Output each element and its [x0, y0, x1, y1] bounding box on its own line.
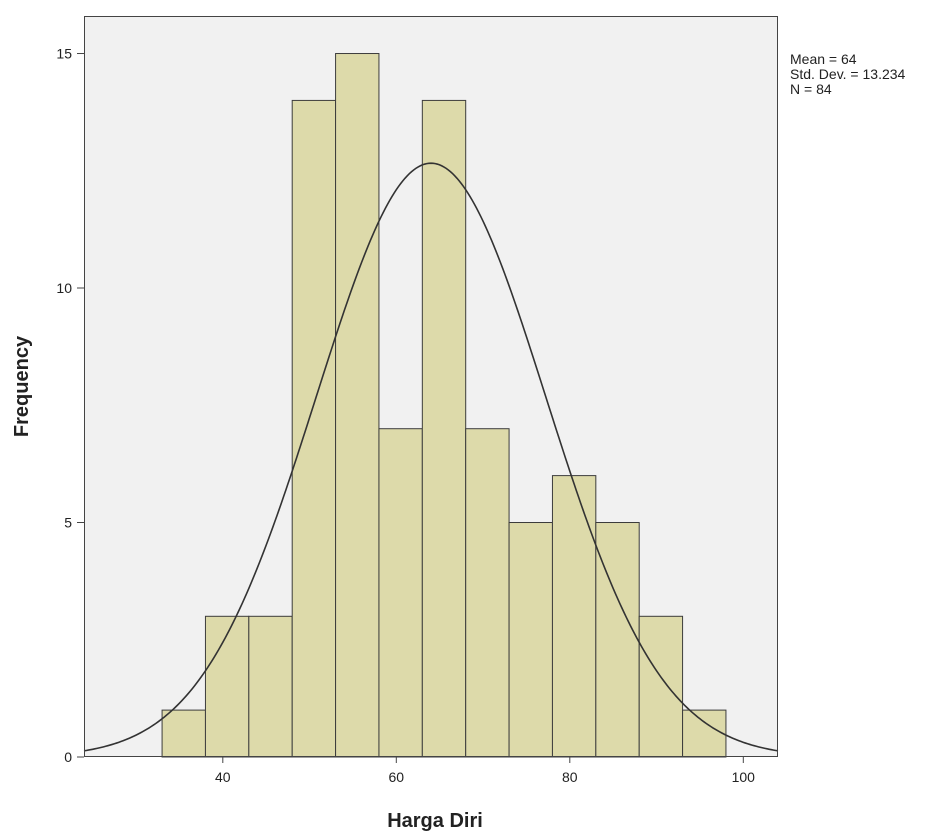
x-tick-label: 40	[215, 769, 231, 785]
histogram-bar	[291, 99, 337, 758]
histogram-bar	[421, 99, 467, 758]
stats-box: Mean = 64 Std. Dev. = 13.234 N = 84	[790, 52, 905, 97]
histogram-bar	[248, 615, 293, 758]
histogram-bar	[204, 615, 250, 758]
histogram-bar	[378, 428, 423, 758]
normal-curve	[83, 162, 779, 752]
x-tick-label: 60	[389, 769, 405, 785]
histogram-bar	[638, 615, 684, 758]
histogram-bar	[508, 522, 553, 758]
y-tick-label: 10	[56, 280, 72, 296]
stat-std-dev: Std. Dev. = 13.234	[790, 66, 906, 82]
plot-frame	[84, 16, 778, 757]
histogram-bar	[682, 709, 727, 758]
y-axis-label: Frequency	[11, 335, 33, 437]
histogram-bar	[551, 475, 597, 758]
x-tick-label: 100	[732, 769, 756, 785]
y-tick-label: 0	[64, 749, 72, 765]
histogram-bar	[161, 709, 206, 758]
y-tick-label: 5	[64, 515, 72, 531]
histogram-bar	[595, 522, 640, 758]
x-tick-label: 80	[562, 769, 578, 785]
stat-mean: Mean = 64	[790, 51, 857, 67]
y-tick-label: 15	[56, 46, 72, 62]
stat-n: N = 84	[790, 81, 832, 97]
x-axis-label: Harga Diri	[387, 810, 483, 832]
histogram-bar	[335, 53, 380, 758]
histogram-bar	[465, 428, 510, 758]
